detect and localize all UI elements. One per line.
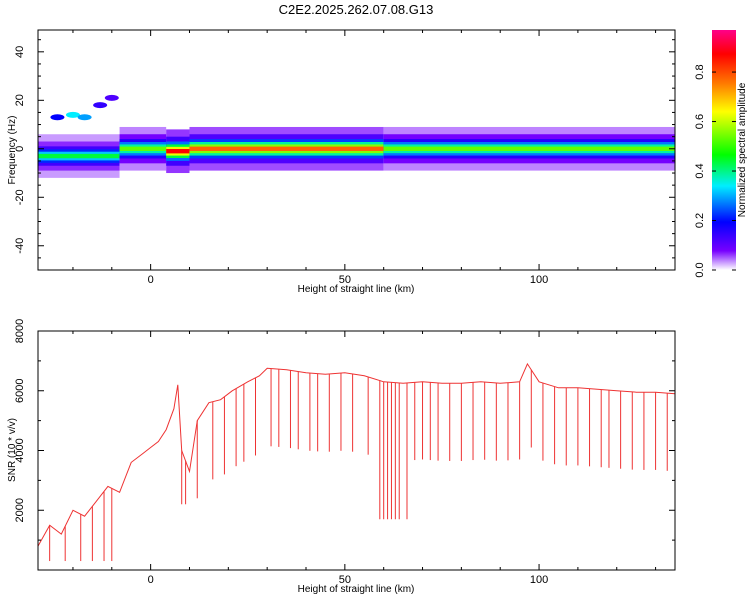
spec-ytick-label-40: 40 (14, 46, 26, 58)
colorbar-tick-label-0.6: 0.6 (694, 114, 706, 129)
spectrogram-blob-2 (77, 114, 92, 121)
spectrogram-blob-1 (65, 111, 80, 118)
spectrogram-axes: 0 50 100 -40 -20 0 20 40 (14, 30, 675, 286)
spec-ytick-label-20: 20 (14, 94, 26, 106)
colorbar: 0.0 0.2 0.4 0.6 0.8 Normalized spectral ampl… (694, 30, 748, 278)
colorbar-tick-label-0.0: 0.0 (694, 262, 706, 277)
snr-ytick-label-6000: 6000 (14, 379, 26, 403)
snr-ylabel: SNR (10 * v/v) (7, 418, 18, 482)
snr-series-line (38, 362, 675, 547)
spectrogram-blob-4 (104, 94, 119, 101)
snr-xtick-label-0: 0 (148, 574, 154, 586)
snr-ytick-label-2000: 2000 (14, 498, 26, 522)
snr-panel: 0 50 100 2000 4000 6000 8000 Height of straigh… (7, 319, 676, 595)
snr-xtick-label-50: 50 (339, 574, 351, 586)
spectrogram-xlabel: Height of straight line (km) (298, 284, 415, 295)
spectrogram-band-2-5 (166, 149, 190, 154)
spectrogram-panel: 0 50 100 -40 -20 0 20 40 Height of straight lin… (7, 29, 676, 295)
snr-xlabel: Height of straight line (km) (298, 584, 415, 595)
spectrogram-marks (38, 94, 675, 178)
spectrogram-blob-3 (93, 102, 108, 109)
spectrogram-blob-0 (50, 114, 65, 121)
spectrogram-ylabel: Frequency (Hz) (7, 116, 18, 185)
spec-xtick-label-50: 50 (339, 274, 351, 286)
colorbar-gradient (712, 30, 736, 270)
snr-ytick-label-8000: 8000 (14, 319, 26, 343)
spec-ytick-label--40: -40 (14, 238, 26, 254)
spectrogram-band-4-5 (383, 146, 675, 151)
colorbar-ticks: 0.0 0.2 0.4 0.6 0.8 (694, 64, 736, 278)
colorbar-tick-label-0.4: 0.4 (694, 163, 706, 178)
colorbar-tick-label-0.8: 0.8 (694, 64, 706, 79)
spectrogram-frame (37, 29, 676, 271)
colorbar-label: Normalized spectral amplitude (737, 82, 748, 217)
snr-dropouts (49, 368, 668, 562)
snr-axes: 0 50 100 2000 4000 6000 8000 (14, 319, 675, 586)
colorbar-tick-label-0.2: 0.2 (694, 213, 706, 228)
spec-xtick-label-0: 0 (148, 274, 154, 286)
spec-xtick-label-100: 100 (530, 274, 548, 286)
figure-title: C2E2.2025.262.07.08.G13 (279, 2, 434, 17)
spec-ytick-label-0: 0 (14, 146, 26, 152)
snr-frame (37, 330, 676, 571)
snr-ytick-label-4000: 4000 (14, 438, 26, 462)
spectrogram-band-0-5 (38, 153, 120, 159)
snr-xtick-label-100: 100 (530, 574, 548, 586)
spectrogram-band-1-5 (119, 146, 167, 151)
spectrogram-band-3-5 (189, 146, 384, 151)
spec-ytick-label--20: -20 (14, 189, 26, 205)
